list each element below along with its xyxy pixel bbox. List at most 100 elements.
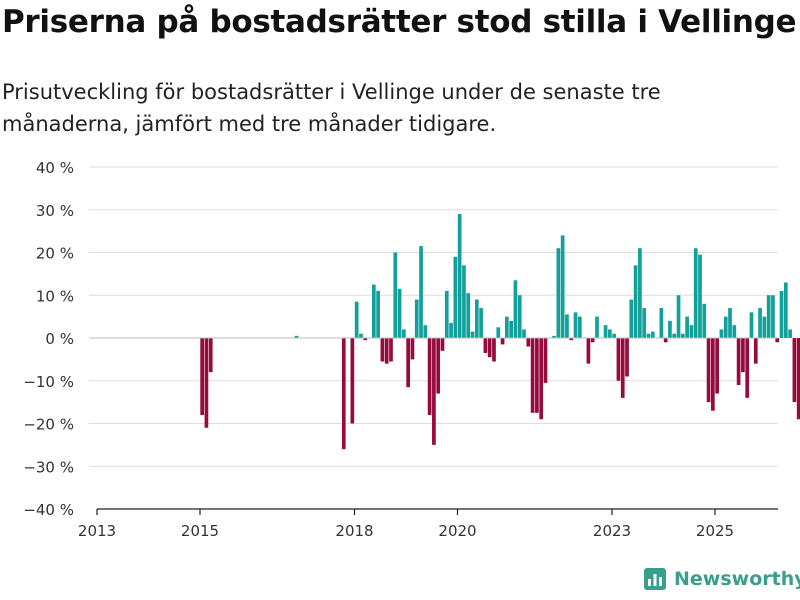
brand-footer: Newsworthy <box>644 568 800 590</box>
bar <box>616 338 621 381</box>
bar <box>423 325 428 338</box>
bar <box>419 246 423 338</box>
bar <box>208 338 213 373</box>
bar <box>715 338 719 394</box>
bar <box>363 338 368 341</box>
bar <box>389 338 393 362</box>
bar <box>693 248 698 338</box>
bar <box>728 308 732 338</box>
bar <box>402 329 406 338</box>
bar <box>620 338 625 398</box>
y-tick-label: 30 % <box>36 202 74 220</box>
bar <box>440 338 445 351</box>
bar <box>565 314 569 338</box>
x-tick-label: 2015 <box>181 522 219 540</box>
bar <box>397 288 402 338</box>
bar <box>530 338 535 413</box>
bar <box>410 338 415 360</box>
x-tick-label: 2025 <box>696 522 734 540</box>
bar <box>577 316 582 338</box>
bar <box>573 312 578 338</box>
bar <box>723 316 728 338</box>
bar <box>496 327 501 338</box>
bar <box>376 290 380 338</box>
newsworthy-logo-icon <box>644 568 666 590</box>
chart-title: Priserna på bostadsrätter stod stilla i … <box>2 4 797 40</box>
y-tick-label: 0 % <box>45 330 74 348</box>
bar <box>341 338 346 450</box>
bar <box>569 338 574 341</box>
bar <box>466 293 471 338</box>
bar <box>427 338 432 415</box>
bar <box>646 333 651 338</box>
bar <box>745 338 750 398</box>
bar <box>393 252 398 338</box>
bar <box>762 316 767 338</box>
x-tick-label: 2018 <box>335 522 373 540</box>
bar <box>479 308 483 338</box>
bar <box>432 338 436 445</box>
bar <box>371 284 376 338</box>
bar <box>783 282 788 338</box>
bar <box>457 214 462 338</box>
bar <box>753 338 758 364</box>
bar <box>560 235 565 338</box>
bar <box>711 338 715 411</box>
bar <box>200 338 204 415</box>
bar <box>294 335 299 338</box>
bar-chart: 40 %30 %20 %10 %0 %−10 %−20 %−30 %−40 %2… <box>23 159 800 540</box>
bar <box>453 256 458 338</box>
bar <box>689 325 694 338</box>
bar <box>672 333 677 338</box>
bar <box>680 333 685 338</box>
bar <box>509 320 513 338</box>
bar <box>354 301 359 338</box>
bar <box>204 338 209 428</box>
bar <box>474 299 479 338</box>
bar <box>552 335 556 338</box>
bar <box>522 329 526 338</box>
bar <box>500 338 505 345</box>
bar <box>449 323 453 338</box>
bar <box>642 308 647 338</box>
bar <box>685 316 689 338</box>
bar <box>556 248 561 338</box>
bar <box>505 316 509 338</box>
bar <box>470 331 475 338</box>
bar <box>741 338 745 373</box>
bar <box>706 338 711 403</box>
bar <box>668 320 672 338</box>
bar <box>483 338 488 353</box>
bar <box>650 331 655 338</box>
bar <box>633 265 638 338</box>
bar <box>676 295 681 338</box>
bar <box>406 338 410 388</box>
bar <box>758 308 762 338</box>
bar <box>766 295 771 338</box>
x-tick-label: 2023 <box>593 522 631 540</box>
bar <box>719 329 724 338</box>
bar <box>796 338 800 420</box>
bar <box>384 338 389 364</box>
bar <box>779 290 784 338</box>
bar <box>359 333 363 338</box>
bar <box>487 338 492 358</box>
y-tick-label: 40 % <box>36 159 74 177</box>
x-tick-label: 2020 <box>438 522 476 540</box>
bar <box>771 295 775 338</box>
bar <box>595 316 599 338</box>
bar <box>535 338 539 413</box>
bar <box>603 325 608 338</box>
bar <box>526 338 531 347</box>
bar <box>629 299 634 338</box>
bar <box>749 312 754 338</box>
bar <box>732 325 737 338</box>
bar <box>775 338 780 343</box>
y-tick-label: −20 % <box>23 416 74 434</box>
chart-subtitle: Prisutveckling för bostadsrätter i Velli… <box>2 80 661 136</box>
y-tick-label: 20 % <box>36 245 74 263</box>
bar <box>612 333 616 338</box>
bar <box>492 338 496 362</box>
bar <box>513 280 518 338</box>
bar <box>462 265 466 338</box>
